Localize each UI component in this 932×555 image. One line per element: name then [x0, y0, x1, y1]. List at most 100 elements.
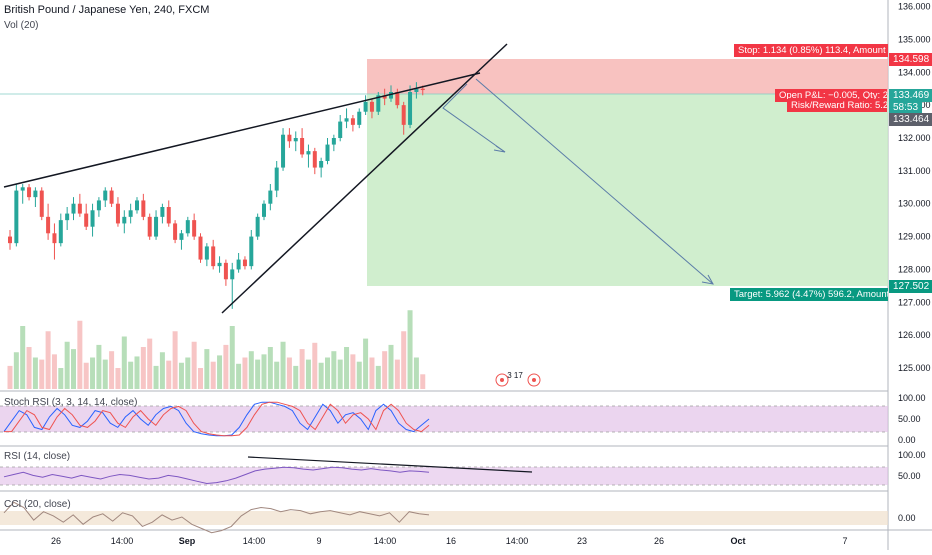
candle-body: [185, 220, 190, 234]
candle-body: [8, 236, 12, 244]
candle-body: [198, 236, 203, 260]
volume-bar: [312, 342, 318, 389]
volume-bar: [128, 361, 134, 389]
volume-bar: [217, 355, 223, 389]
price-tick: 134.000: [898, 67, 931, 77]
time-tick: Oct: [730, 536, 745, 546]
candle-body: [14, 190, 19, 244]
volume-bar: [121, 336, 127, 389]
rsi-legend[interactable]: RSI (14, close): [4, 451, 71, 462]
volume-bar: [401, 331, 407, 389]
candle-body: [312, 151, 317, 168]
arrow-head-2: [701, 274, 714, 285]
price-tick: 127.000: [898, 297, 931, 307]
volume-bar: [64, 341, 70, 389]
candle-body: [211, 246, 216, 267]
candle-body: [84, 213, 89, 227]
candle-body: [255, 216, 260, 237]
candle-body: [160, 207, 165, 217]
indicator-tick: 0.00: [898, 435, 916, 445]
time-tick: 23: [577, 536, 587, 546]
candle-body: [96, 200, 101, 211]
candle-body: [135, 200, 139, 211]
volume-bar: [191, 341, 197, 389]
stop-label[interactable]: Stop: 1.134 (0.85%) 113.4, Amount: [734, 44, 888, 57]
volume-bar: [172, 331, 178, 389]
candle-body: [115, 203, 120, 224]
volume-bar: [305, 359, 311, 389]
rsi-divergence-line[interactable]: [247, 456, 533, 473]
candle-body: [147, 216, 152, 237]
projection-arrow-2[interactable]: [475, 78, 714, 285]
candle-body: [236, 259, 241, 270]
volume-bar: [236, 363, 242, 389]
candle-body: [192, 220, 197, 237]
volume-bar: [185, 357, 191, 389]
indicator-tick: 100.00: [898, 393, 926, 403]
volume-bar: [229, 326, 235, 389]
lower-trendline[interactable]: [221, 43, 508, 314]
rsi-band: [0, 467, 888, 485]
stoch-legend[interactable]: Stoch RSI (3, 3, 14, 14, close): [4, 397, 138, 408]
candle-body: [331, 138, 336, 145]
open-pnl-label[interactable]: Open P&L: −0.005, Qty: 2: [775, 89, 887, 102]
candle-body: [395, 92, 400, 106]
stoch-lines: [3, 401, 430, 437]
candle-body: [274, 167, 279, 191]
volume-bar: [325, 357, 330, 389]
cci-lines: [3, 501, 430, 534]
time-tick: 7: [842, 536, 847, 546]
volume-bar: [20, 326, 26, 389]
volume-bar: [286, 357, 292, 389]
volume-bar: [83, 362, 89, 389]
target-zone[interactable]: [367, 94, 888, 286]
volume-bar: [369, 357, 375, 389]
candle-body: [389, 92, 393, 99]
price-tick: 136.000: [898, 2, 931, 12]
projection-arrows[interactable]: [442, 78, 714, 285]
candle-body: [204, 246, 209, 260]
candle-body: [154, 216, 159, 237]
candle-body: [242, 259, 247, 267]
stop-zone[interactable]: [367, 59, 888, 94]
candle-body: [262, 203, 266, 217]
volume-bar: [344, 347, 350, 389]
volume-bar: [153, 365, 159, 389]
volume-bar: [407, 310, 413, 389]
candles: [8, 82, 425, 309]
target-label[interactable]: Target: 5.962 (4.47%) 596.2, Amount: [730, 288, 888, 301]
candle-body: [281, 134, 286, 168]
cci-legend[interactable]: CCI (20, close): [4, 499, 71, 510]
price-tick: 135.000: [898, 34, 931, 44]
upper-trendline[interactable]: [3, 72, 481, 188]
candle-body: [319, 161, 324, 168]
projection-arrow-1[interactable]: [442, 83, 506, 153]
candle-body: [382, 95, 387, 99]
candle-body: [77, 203, 82, 214]
price-tick: 132.000: [898, 133, 931, 143]
candle-body: [71, 203, 76, 214]
time-tick: 26: [654, 536, 664, 546]
volume-legend[interactable]: Vol (20): [4, 20, 39, 31]
time-tick: 14:00: [243, 536, 266, 546]
volume-bar: [350, 354, 356, 389]
indicator-tick: 50.00: [898, 414, 921, 424]
candle-body: [58, 220, 63, 244]
price-tick: 125.000: [898, 363, 931, 373]
volume-bar: [413, 357, 419, 389]
volume-bar: [337, 359, 343, 389]
risk-reward-label[interactable]: Risk/Reward Ratio: 5.26: [787, 99, 887, 112]
indicator-tick: 50.00: [898, 471, 921, 481]
candle-body: [306, 151, 311, 155]
event-count[interactable]: 3 17: [507, 371, 523, 380]
indicator-tick: 0.00: [898, 513, 916, 523]
symbol-title[interactable]: British Pound / Japanese Yen, 240, FXCM: [4, 4, 210, 16]
volume-bar: [242, 357, 248, 389]
candle-body: [369, 101, 374, 112]
candle-body: [46, 216, 51, 234]
time-tick: 26: [51, 536, 61, 546]
volume-bar: [115, 368, 121, 389]
candle-body: [20, 187, 25, 191]
